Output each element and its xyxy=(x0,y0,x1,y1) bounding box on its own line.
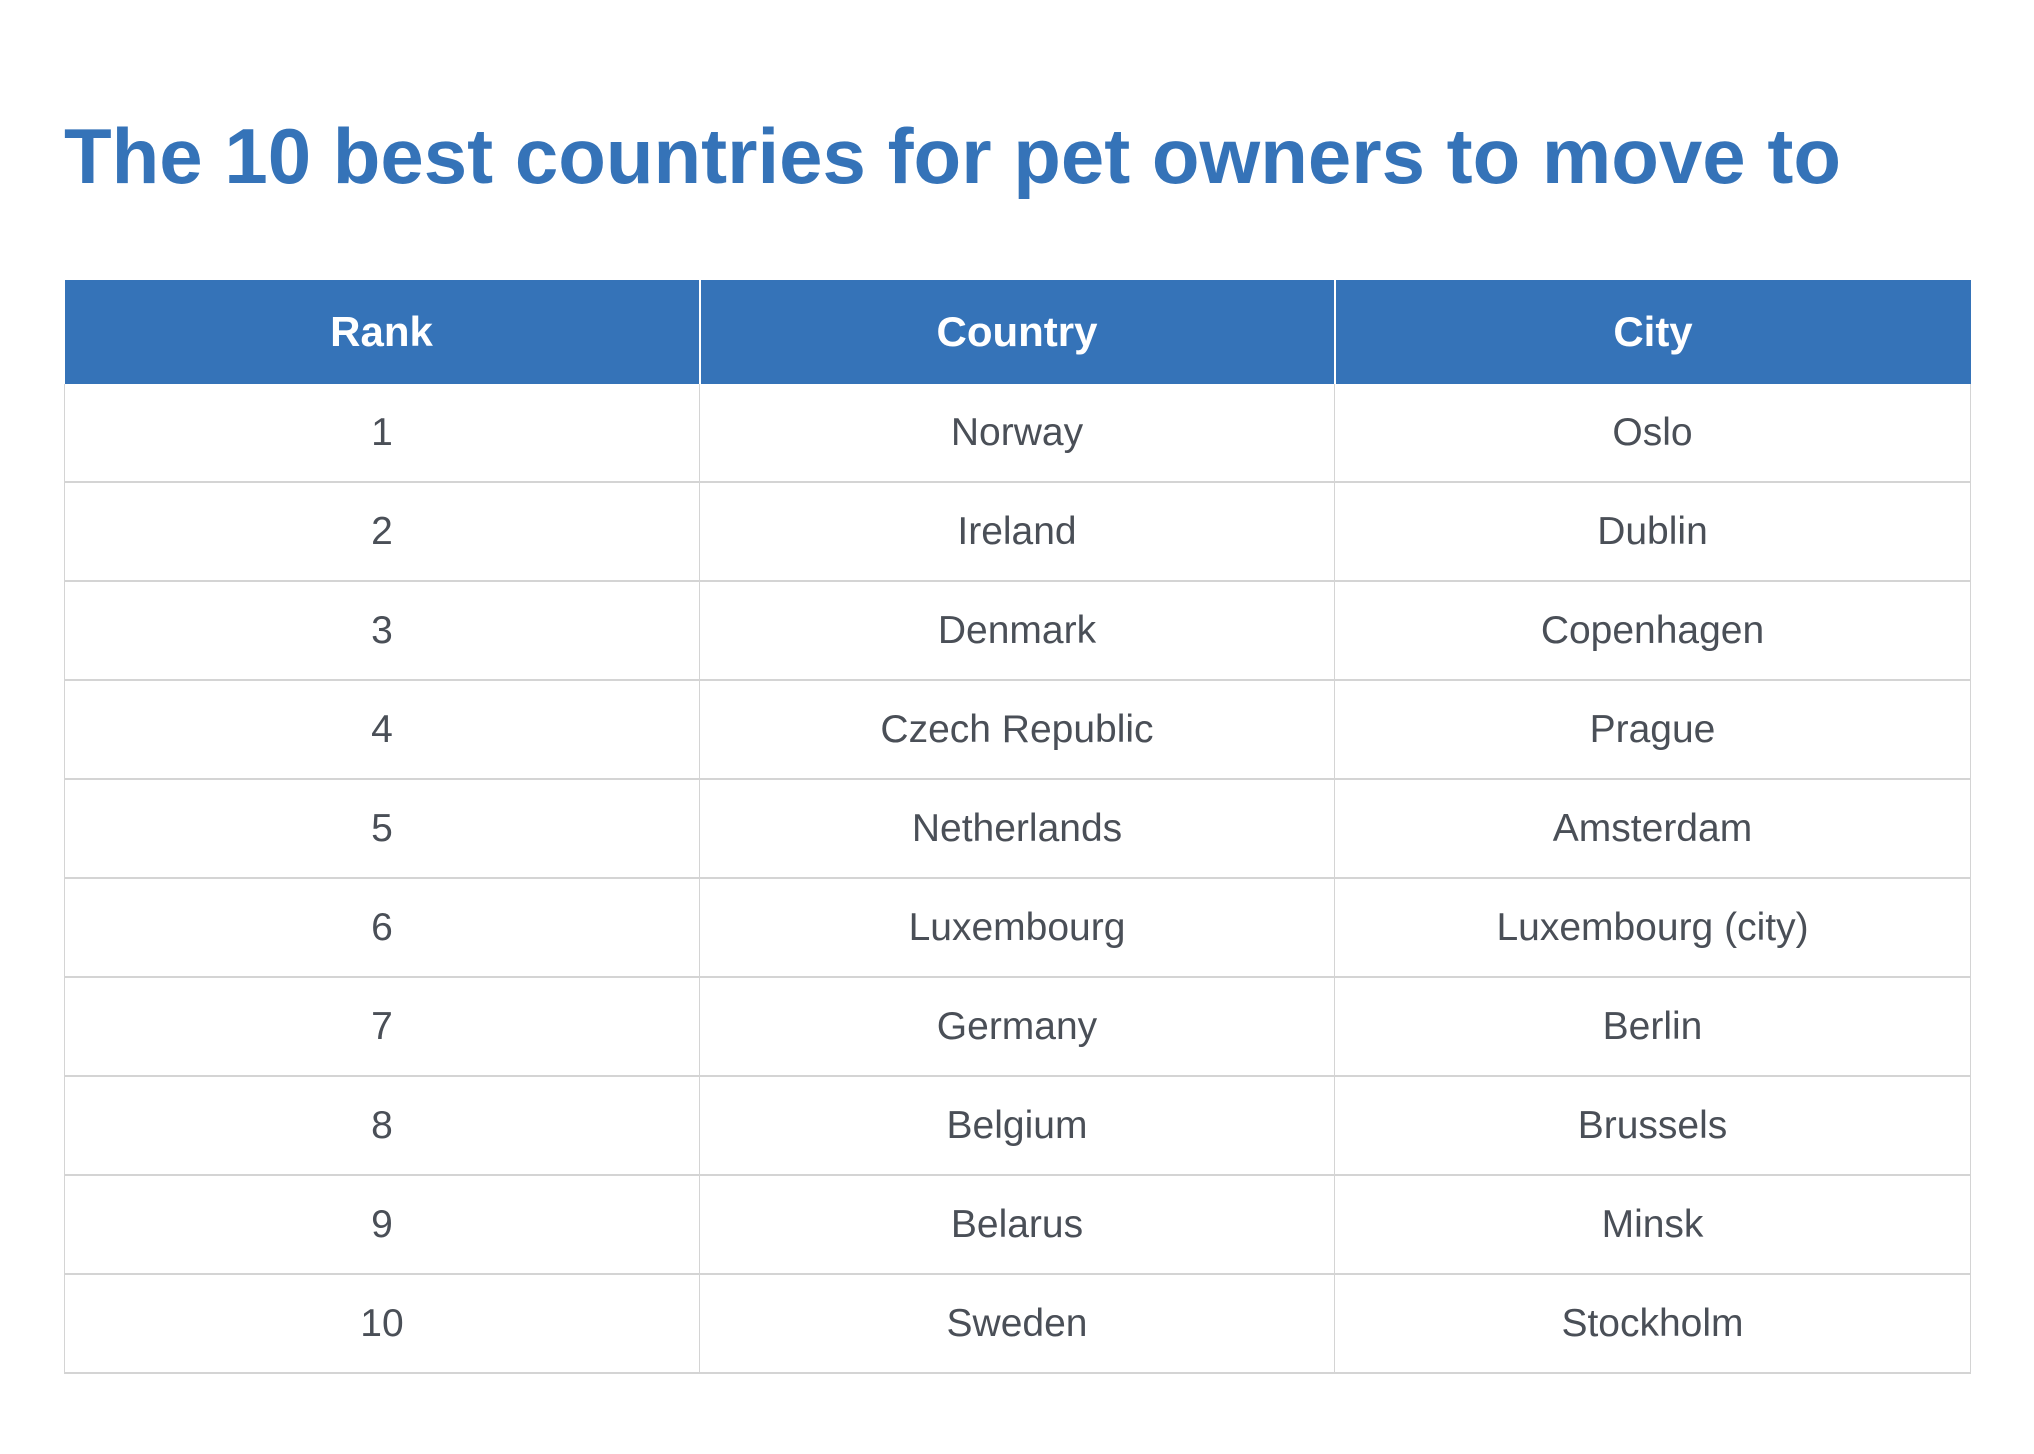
country-cell: Luxembourg xyxy=(699,878,1335,978)
rank-cell: 9 xyxy=(64,1175,700,1275)
table-row: 4 Czech Republic Prague xyxy=(64,680,1971,780)
table-row: 5 Netherlands Amsterdam xyxy=(64,779,1971,879)
table-row: 6 Luxembourg Luxembourg (city) xyxy=(64,878,1971,978)
country-cell: Netherlands xyxy=(699,779,1335,879)
table-row: 7 Germany Berlin xyxy=(64,977,1971,1077)
city-cell: Berlin xyxy=(1334,977,1971,1077)
city-cell: Minsk xyxy=(1334,1175,1971,1275)
table-row: 3 Denmark Copenhagen xyxy=(64,581,1971,681)
city-cell: Copenhagen xyxy=(1334,581,1971,681)
table-row: 2 Ireland Dublin xyxy=(64,482,1971,582)
table-row: 8 Belgium Brussels xyxy=(64,1076,1971,1176)
table-row: 9 Belarus Minsk xyxy=(64,1175,1971,1275)
city-cell: Prague xyxy=(1334,680,1971,780)
page-title: The 10 best countries for pet owners to … xyxy=(64,112,1841,200)
city-cell: Dublin xyxy=(1334,482,1971,582)
rank-cell: 8 xyxy=(64,1076,700,1176)
rank-cell: 3 xyxy=(64,581,700,681)
table-row: 10 Sweden Stockholm xyxy=(64,1274,1971,1374)
table-body: 1 Norway Oslo 2 Ireland Dublin 3 Denmark… xyxy=(64,384,1971,1374)
country-cell: Belgium xyxy=(699,1076,1335,1176)
rank-cell: 5 xyxy=(64,779,700,879)
table-row: 1 Norway Oslo xyxy=(64,384,1971,483)
country-cell: Ireland xyxy=(699,482,1335,582)
country-cell: Belarus xyxy=(699,1175,1335,1275)
rank-cell: 4 xyxy=(64,680,700,780)
city-cell: Brussels xyxy=(1334,1076,1971,1176)
column-header-city: City xyxy=(1333,280,1971,384)
country-cell: Sweden xyxy=(699,1274,1335,1374)
table-header: Rank Country City xyxy=(64,280,1971,384)
column-header-rank: Rank xyxy=(64,280,700,384)
city-cell: Stockholm xyxy=(1334,1274,1971,1374)
rank-cell: 6 xyxy=(64,878,700,978)
city-cell: Amsterdam xyxy=(1334,779,1971,879)
country-cell: Germany xyxy=(699,977,1335,1077)
column-header-country: Country xyxy=(698,280,1335,384)
rank-cell: 7 xyxy=(64,977,700,1077)
country-cell: Denmark xyxy=(699,581,1335,681)
header-row: Rank Country City xyxy=(64,280,1971,384)
city-cell: Luxembourg (city) xyxy=(1334,878,1971,978)
rankings-table: Rank Country City 1 Norway Oslo 2 Irelan… xyxy=(64,280,1971,1374)
rank-cell: 1 xyxy=(64,384,700,483)
city-cell: Oslo xyxy=(1334,384,1971,483)
country-cell: Norway xyxy=(699,384,1335,483)
rank-cell: 10 xyxy=(64,1274,700,1374)
rank-cell: 2 xyxy=(64,482,700,582)
country-cell: Czech Republic xyxy=(699,680,1335,780)
